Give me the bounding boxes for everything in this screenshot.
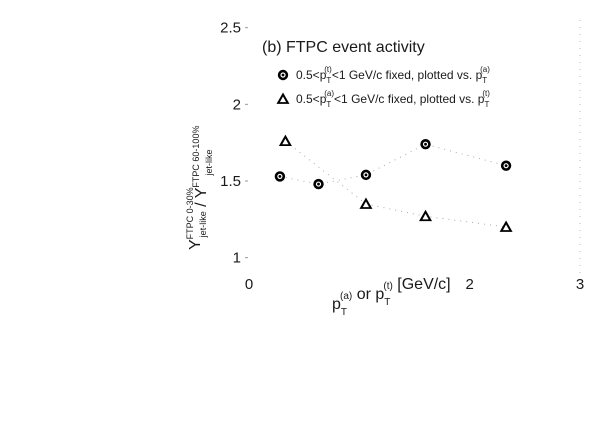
chart-title: (b) FTPC event activity <box>262 39 425 56</box>
x-axis-label: pT(a) or pT(t) [GeV/c] <box>332 276 451 318</box>
x-axis-ticks: 0 2 3 <box>245 276 584 293</box>
triangle-marker <box>499 220 513 232</box>
circle-marker <box>420 139 431 150</box>
series-lines <box>279 140 507 228</box>
legend-triangle-marker <box>276 92 290 104</box>
y-axis-ticks: 1 1.5 2 2.5 <box>220 20 248 267</box>
triangle-marker <box>278 134 292 147</box>
circle-marker <box>274 171 286 182</box>
x-tick-label: 2 <box>465 276 473 293</box>
y-axis-label: YFTPC 0-30% jet-like / YFTPC 60-100% jet-l… <box>185 126 214 250</box>
legend-entry-2: 0.5<pT(a)<1 GeV/c fixed, plotted vs. pT(… <box>276 89 490 109</box>
triangle-marker <box>419 209 433 222</box>
y-tick-label: 1 <box>233 250 241 267</box>
series-line-2 <box>285 140 507 228</box>
circle-marker <box>500 160 512 171</box>
circle-marker <box>360 169 372 181</box>
legend-label: 0.5<pT(a)<1 GeV/c fixed, plotted vs. pT(… <box>296 89 490 109</box>
series-line-1 <box>279 143 507 185</box>
legend-label: 0.5<pT(t)<1 GeV/c fixed, plotted vs. pT(… <box>296 65 490 85</box>
circle-marker <box>313 178 324 190</box>
triangle-marker <box>359 197 373 209</box>
y-tick-label: 1.5 <box>220 173 241 190</box>
legend: 0.5<pT(t)<1 GeV/c fixed, plotted vs. pT(… <box>276 65 490 109</box>
x-tick-label: 3 <box>576 276 584 293</box>
y-tick-label: 2.5 <box>220 20 241 37</box>
data-points <box>274 134 513 232</box>
legend-circle-marker <box>277 69 289 81</box>
x-tick-label: 0 <box>245 276 253 293</box>
legend-entry-1: 0.5<pT(t)<1 GeV/c fixed, plotted vs. pT(… <box>277 65 490 85</box>
y-tick-label: 2 <box>233 96 241 113</box>
